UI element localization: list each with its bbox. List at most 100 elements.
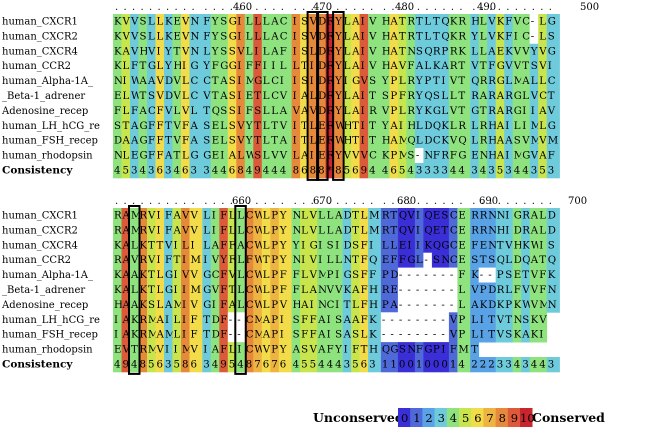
residue: E	[318, 121, 325, 132]
residue: W	[335, 136, 346, 147]
residue-cell	[368, 297, 382, 313]
residue: V	[181, 225, 190, 236]
residue-cell	[181, 148, 190, 164]
residue: R	[382, 211, 390, 222]
residue: G	[548, 17, 556, 28]
residue: P	[441, 46, 448, 57]
residue-cell	[538, 222, 548, 239]
residue-cell	[495, 88, 505, 104]
residue-cell	[244, 312, 254, 328]
residue: A	[262, 315, 271, 326]
residue-cell	[334, 43, 343, 60]
residue: E	[471, 151, 478, 162]
residue-cell	[138, 357, 148, 373]
residue: Q	[497, 255, 505, 266]
residue-cell	[253, 28, 263, 45]
residue-cell	[300, 282, 309, 298]
residue-cell	[389, 312, 399, 328]
ruler-dot: .	[328, 196, 331, 207]
residue-cell	[164, 133, 173, 149]
residue: A	[343, 330, 352, 341]
residue-cell	[308, 342, 318, 358]
residue-cell	[512, 357, 522, 373]
residue: I	[361, 17, 365, 28]
legend-unconserved-label: Unconserved	[313, 410, 404, 425]
residue: V	[181, 17, 190, 28]
residue-cell	[172, 237, 182, 254]
residue: A	[122, 211, 131, 222]
residue-cell	[448, 282, 458, 298]
residue-cell	[529, 43, 539, 60]
residue: V	[470, 285, 479, 296]
residue: C	[522, 17, 530, 28]
residue: R	[382, 225, 390, 236]
residue-cell	[423, 297, 433, 313]
residue-cell	[210, 297, 220, 313]
residue: R	[114, 211, 122, 222]
residue: I	[237, 61, 241, 72]
ruler-dot: .	[336, 196, 339, 207]
residue-cell	[504, 327, 514, 343]
residue: I	[327, 330, 331, 341]
ruler-dot: .	[408, 2, 411, 13]
residue: S	[441, 211, 448, 222]
residue: L	[157, 17, 164, 28]
residue-cell	[334, 312, 343, 328]
residue-cell	[236, 222, 246, 239]
residue-cell	[317, 327, 326, 343]
residue: F	[416, 345, 423, 356]
residue: R	[450, 61, 458, 72]
residue: I	[480, 330, 484, 341]
residue: L	[361, 211, 368, 222]
residue: N	[488, 240, 497, 251]
residue-cell	[470, 28, 480, 45]
residue: E	[458, 255, 465, 266]
residue: L	[237, 211, 244, 222]
residue-cell	[334, 282, 343, 298]
residue: R	[327, 136, 335, 147]
residue-cell	[164, 88, 173, 104]
residue: R	[407, 106, 415, 117]
residue: -	[390, 315, 393, 326]
residue-cell	[138, 282, 148, 298]
residue: I	[174, 285, 178, 296]
residue-cell	[308, 88, 318, 104]
residue: G	[148, 61, 156, 72]
residue-cell	[227, 222, 237, 239]
residue: S	[229, 91, 236, 102]
residue: T	[123, 121, 130, 132]
residue: P	[382, 300, 389, 311]
residue: Q	[212, 106, 220, 117]
residue: E	[433, 211, 440, 222]
residue-cell	[495, 73, 505, 89]
residue: E	[458, 211, 465, 222]
residue: M	[458, 345, 468, 356]
consistency-score: *	[327, 166, 332, 177]
residue-cell	[368, 148, 382, 164]
residue-cell	[414, 73, 424, 89]
legend-scale: 0 1 2 3 4 5 6 7 8 9 10	[398, 408, 535, 427]
residue-cell	[155, 208, 165, 224]
residue-cell	[389, 103, 399, 119]
residue-cell	[261, 208, 271, 224]
consistency-score: 9	[123, 360, 129, 371]
residue: L	[293, 151, 300, 162]
ruler-dot: .	[400, 2, 403, 13]
residue: T	[174, 46, 181, 57]
residue: C	[246, 345, 254, 356]
residue: L	[480, 17, 487, 28]
residue: L	[441, 106, 448, 117]
residue: P	[271, 240, 278, 251]
ruler-dot: .	[302, 2, 305, 13]
residue-cell	[253, 327, 263, 343]
residue: V	[190, 211, 199, 222]
residue: -	[229, 330, 232, 341]
residue-cell	[342, 163, 352, 179]
residue-cell	[270, 267, 280, 283]
residue: A	[521, 330, 530, 341]
residue-cell	[529, 133, 539, 149]
residue-cell	[291, 312, 301, 328]
residue: S	[522, 315, 529, 326]
residue-cell	[317, 28, 326, 45]
residue-cell	[244, 43, 254, 60]
